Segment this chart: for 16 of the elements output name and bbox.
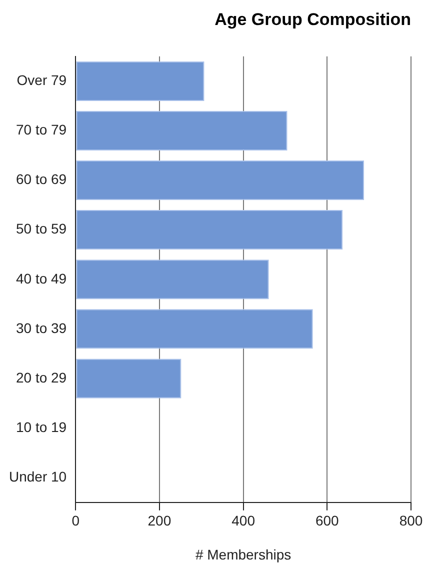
y-tick-label: Over 79 — [16, 72, 67, 88]
x-tick-label: 400 — [232, 512, 256, 529]
x-tick-label: 0 — [72, 512, 80, 529]
y-tick-label: 40 to 49 — [16, 270, 67, 286]
y-tick-label: 30 to 39 — [16, 320, 67, 336]
y-tick-label: Under 10 — [9, 468, 67, 484]
x-tick-label: 800 — [399, 512, 423, 529]
y-tick-label: 50 to 59 — [16, 220, 67, 237]
y-tick-label: 60 to 69 — [16, 171, 67, 188]
x-tick-label: 200 — [148, 512, 172, 529]
x-tick-label: 600 — [315, 512, 340, 529]
y-tick-label: 10 to 19 — [16, 418, 67, 435]
y-tick-label: 20 to 29 — [16, 369, 67, 386]
y-tick-label: 70 to 79 — [16, 122, 67, 138]
chart-title: Age Group Composition — [214, 10, 411, 29]
x-axis-title: # Memberships — [195, 546, 292, 562]
